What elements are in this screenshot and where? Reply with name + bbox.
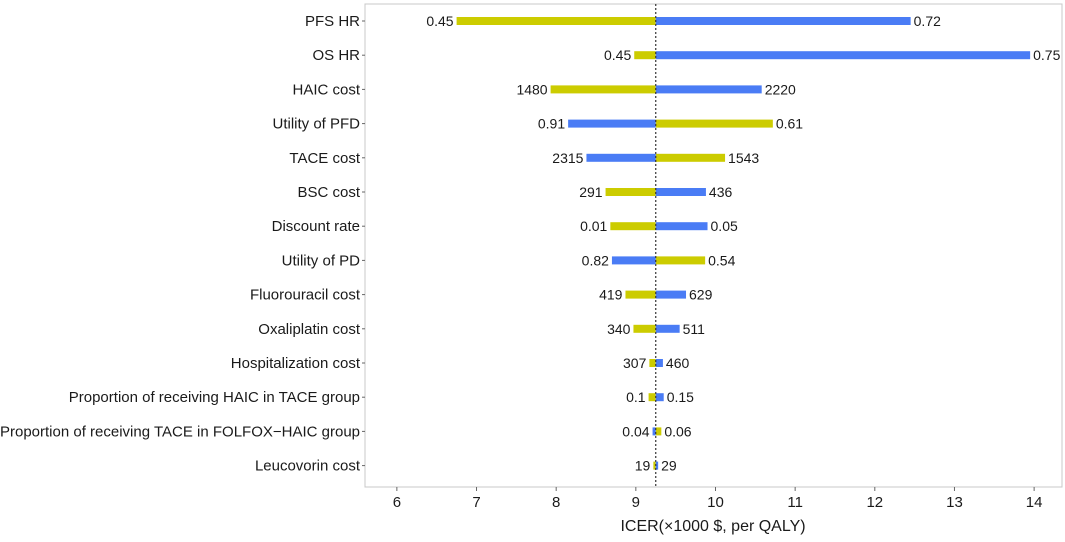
value-label-low: 419	[599, 287, 623, 303]
bar-low	[655, 153, 726, 162]
category-label: Proportion of receiving HAIC in TACE gro…	[69, 389, 360, 406]
value-label-high: 29	[661, 458, 677, 474]
value-label-high: 0.91	[538, 116, 565, 132]
value-label-low: 0.54	[708, 252, 735, 268]
bar-low	[655, 427, 662, 436]
bar-low	[655, 256, 706, 265]
value-label-low: 0.45	[426, 13, 453, 29]
value-label-low: 307	[623, 355, 647, 371]
bar-high	[655, 290, 687, 299]
category-label: HAIC cost	[292, 81, 360, 98]
x-tick-label: 14	[1026, 494, 1043, 511]
bar-low	[649, 359, 656, 367]
value-label-high: 0.72	[914, 13, 941, 29]
category-label: Discount rate	[272, 218, 360, 235]
value-label-high: 629	[689, 287, 713, 303]
bar-high	[655, 393, 664, 402]
x-tick-label: 13	[946, 494, 963, 511]
category-labels-layer: PFS HR OS HR HAIC cost Utility of PFD TACE c…	[0, 13, 365, 475]
bar-high	[568, 119, 656, 128]
value-label-low: 0.61	[776, 116, 803, 132]
category-label: OS HR	[312, 47, 360, 64]
category-label: Leucovorin cost	[255, 458, 361, 475]
bar-low	[634, 51, 656, 60]
value-label-high: 0.82	[582, 252, 609, 268]
x-tick-label: 8	[552, 494, 560, 511]
category-label: PFS HR	[305, 13, 360, 30]
x-axis-title: ICER(×1000 $, per QALY)	[620, 518, 805, 535]
bar-high	[655, 17, 911, 25]
value-label-low: 19	[635, 458, 651, 474]
bar-high	[655, 188, 706, 196]
bar-high	[611, 256, 656, 265]
bar-low	[625, 290, 656, 299]
bar-high	[655, 324, 680, 333]
value-label-high: 2315	[552, 150, 583, 166]
value-label-low: 0.45	[604, 47, 631, 63]
bar-high	[655, 222, 708, 231]
category-label: BSC cost	[297, 184, 360, 201]
category-label: Utility of PD	[282, 252, 361, 269]
value-label-low: 1480	[516, 81, 547, 97]
bar-low	[648, 393, 656, 402]
bar-high	[655, 51, 1031, 60]
x-tick-label: 7	[472, 494, 480, 511]
bar-low	[456, 17, 656, 25]
category-label: Fluorouracil cost	[250, 287, 361, 304]
bar-low	[653, 461, 656, 470]
bar-high	[655, 359, 663, 367]
bar-low	[610, 222, 656, 231]
bar-low	[605, 188, 656, 196]
value-label-high: 0.15	[667, 389, 694, 405]
value-label-low: 0.1	[626, 389, 646, 405]
value-label-low: 291	[579, 184, 603, 200]
x-tick-label: 9	[632, 494, 640, 511]
bar-high	[652, 427, 656, 436]
category-label: Hospitalization cost	[231, 355, 361, 372]
bar-high	[655, 461, 659, 470]
bar-low	[633, 324, 656, 333]
value-label-high: 0.05	[711, 218, 738, 234]
bar-low	[655, 119, 773, 128]
x-tick-label: 10	[707, 494, 724, 511]
value-label-high: 436	[709, 184, 733, 200]
value-label-high: 460	[666, 355, 690, 371]
bar-high	[586, 153, 656, 162]
value-label-high: 0.04	[622, 423, 649, 439]
category-label: Utility of PFD	[272, 116, 360, 133]
category-label: TACE cost	[289, 150, 360, 167]
bar-low	[550, 85, 656, 94]
value-label-high: 0.75	[1033, 47, 1060, 63]
category-label: Proportion of receiving TACE in FOLFOX−H…	[0, 423, 360, 440]
bars-layer	[456, 17, 1031, 470]
value-label-low: 340	[607, 321, 631, 337]
bar-high	[655, 85, 762, 94]
value-label-low: 0.01	[580, 218, 607, 234]
value-labels-layer: 0.45 0.72 0.45 0.75 1480 2220 0.61 0.91 1543 2315…	[426, 13, 1060, 474]
value-label-high: 511	[683, 321, 706, 337]
value-label-high: 2220	[765, 81, 796, 97]
x-tick-label: 11	[787, 494, 803, 511]
value-label-low: 0.06	[664, 423, 691, 439]
value-label-low: 1543	[728, 150, 759, 166]
x-tick-label: 12	[866, 494, 883, 511]
x-axis: 6 7 8 9 10 11 12 13 14	[393, 487, 1043, 511]
plot-frame	[364, 3, 1063, 488]
x-tick-label: 6	[393, 494, 401, 511]
category-label: Oxaliplatin cost	[258, 321, 361, 338]
